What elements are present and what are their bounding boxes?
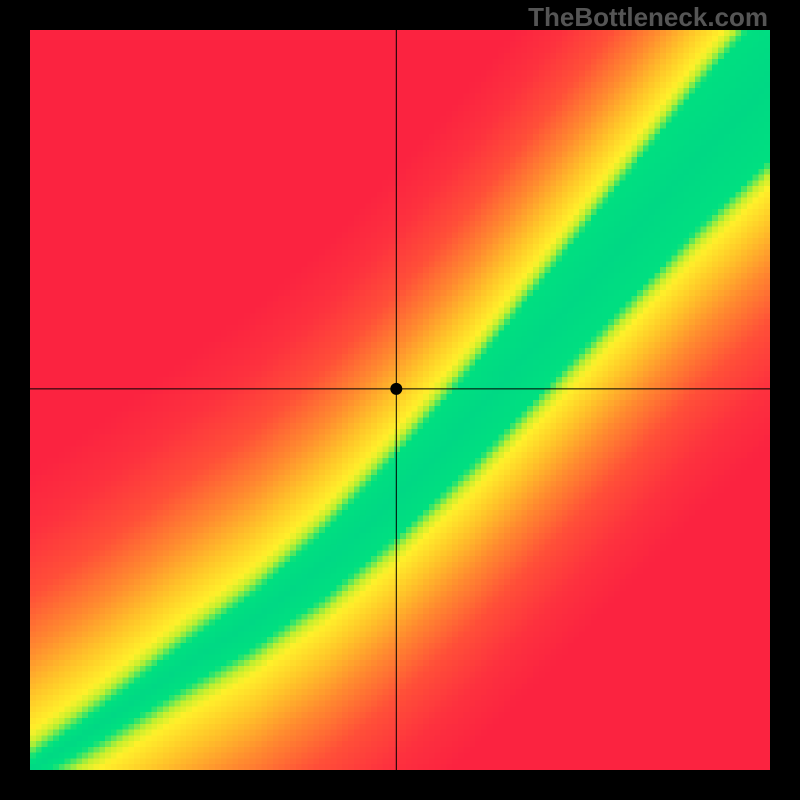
bottleneck-heatmap bbox=[30, 30, 770, 770]
chart-container: TheBottleneck.com bbox=[0, 0, 800, 800]
watermark-text: TheBottleneck.com bbox=[528, 2, 768, 33]
